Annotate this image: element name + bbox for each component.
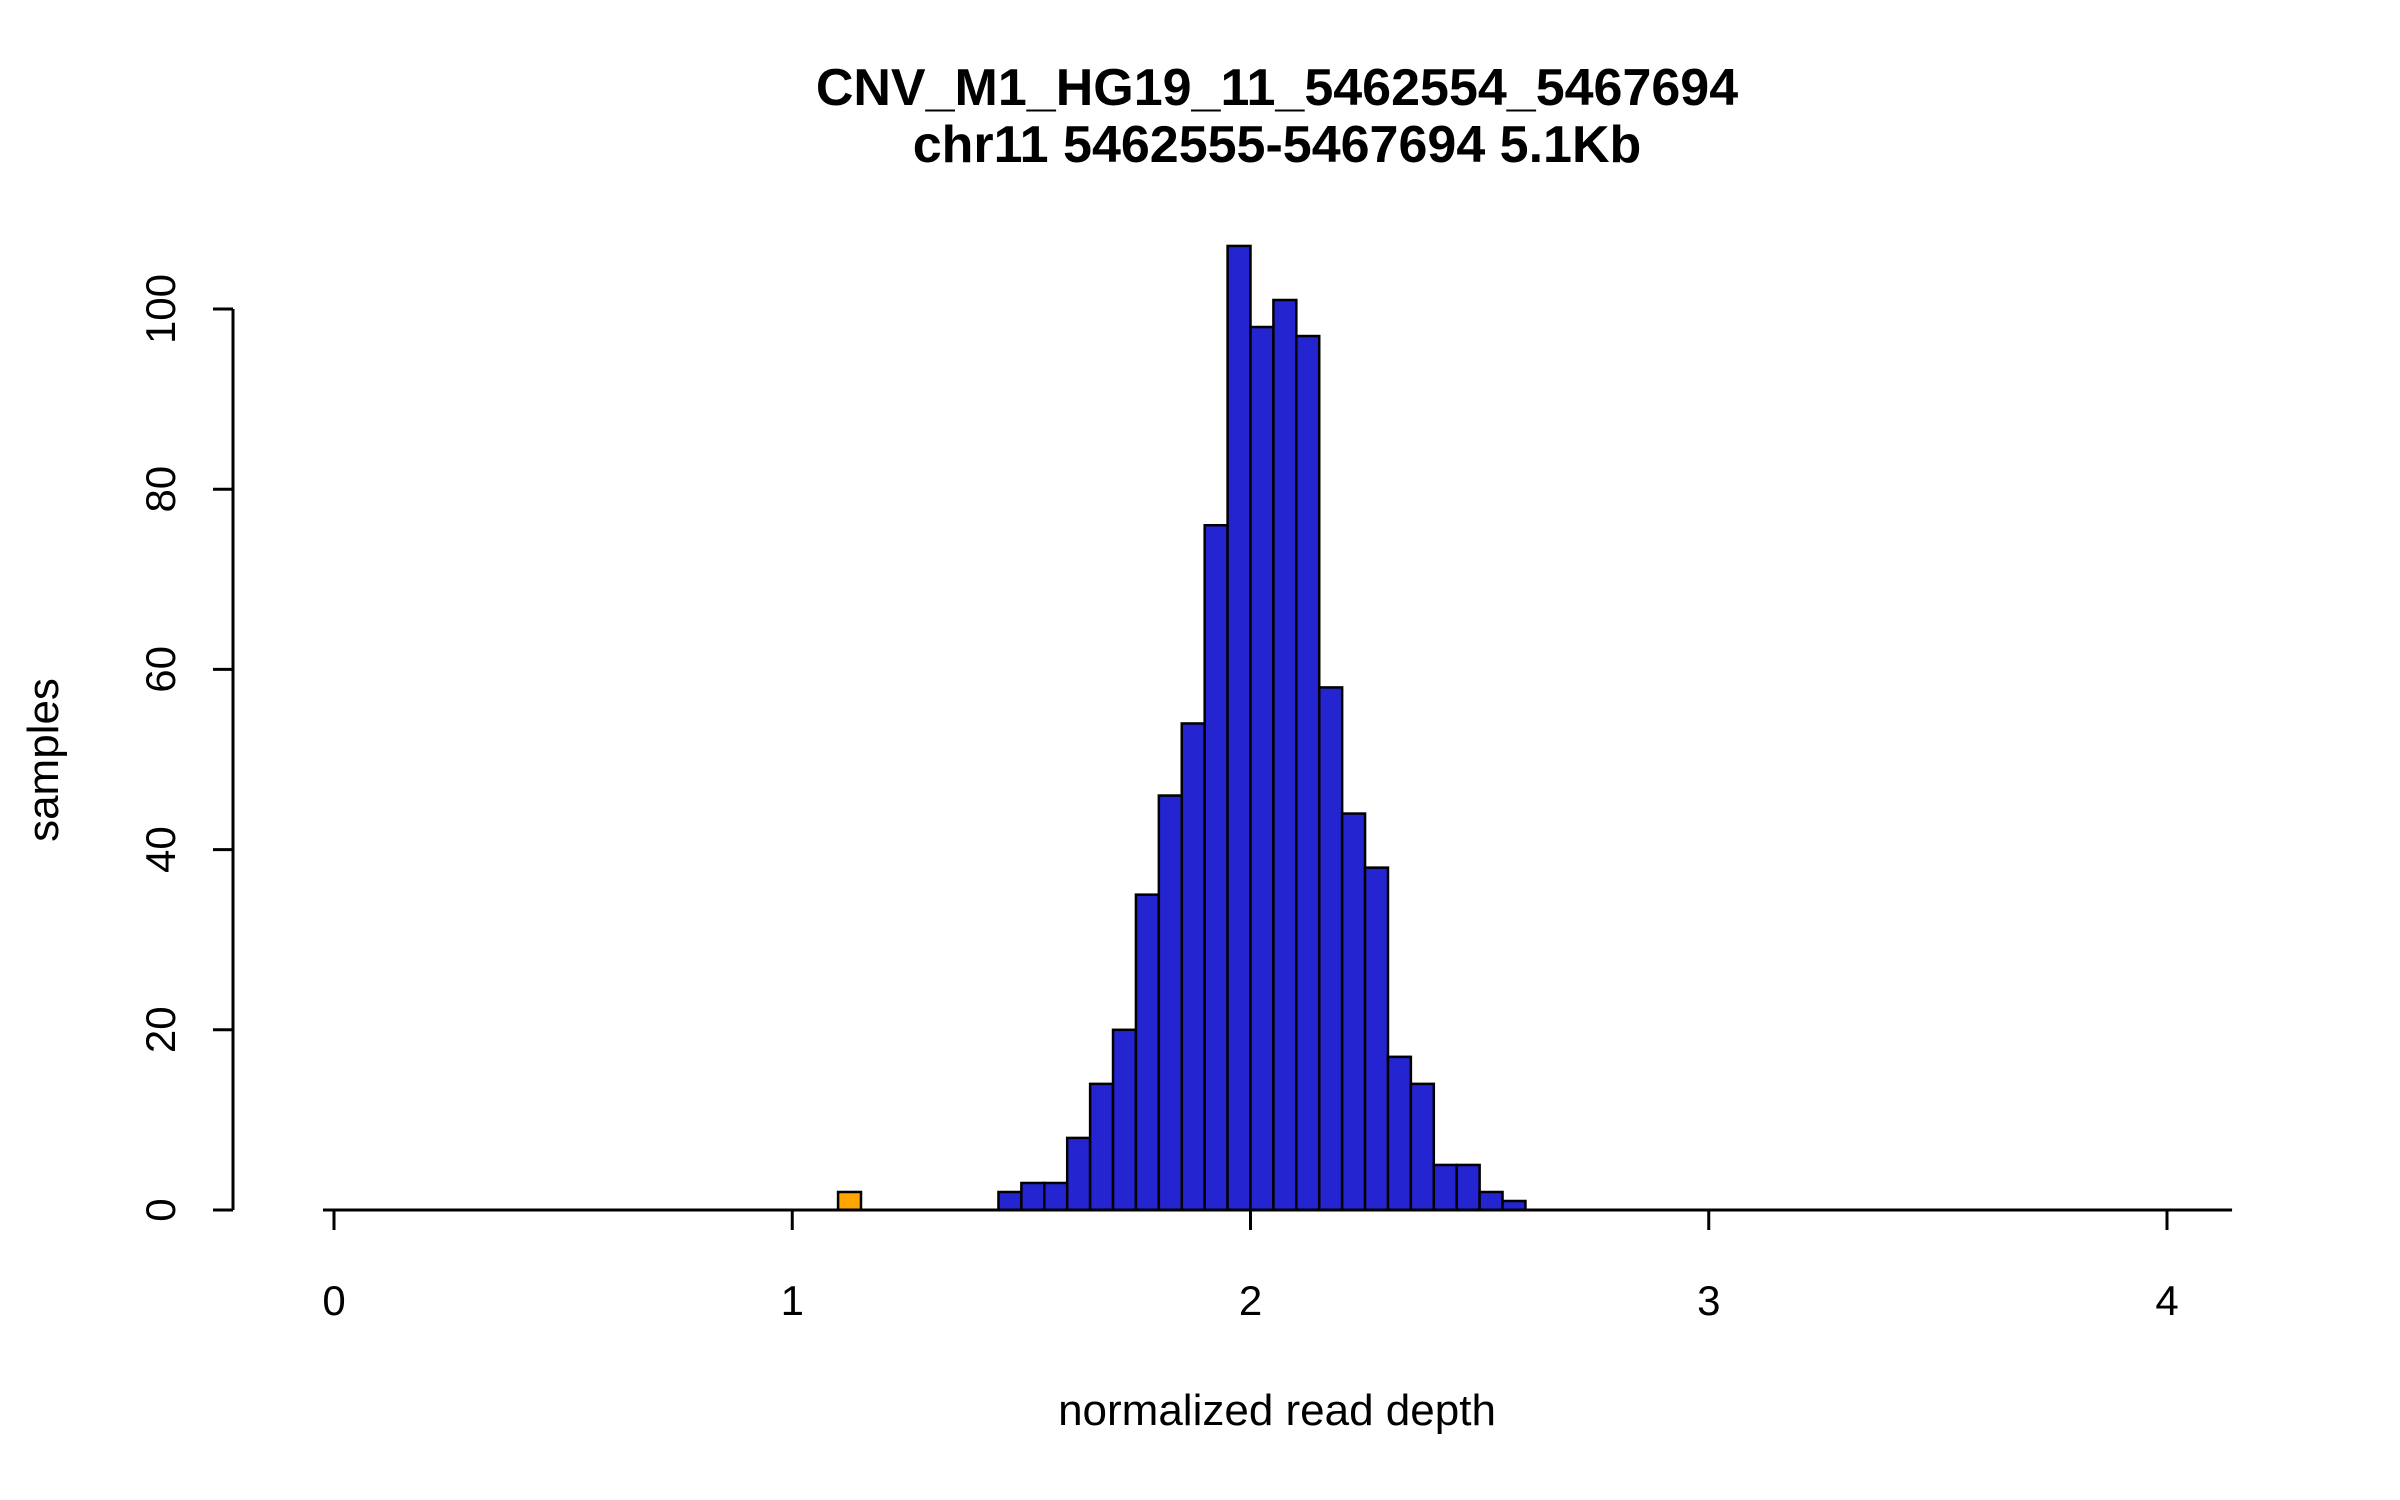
histogram-bar — [1317, 686, 1344, 1212]
histogram-bar — [1340, 812, 1367, 1212]
chart-subtitle: chr11 5462555-5467694 5.1Kb — [913, 116, 1642, 174]
histogram-bar — [1088, 1082, 1115, 1212]
histogram-bar — [997, 1190, 1023, 1212]
x-axis-tick-label: 2 — [1239, 1277, 1262, 1324]
bars-group — [836, 244, 1527, 1212]
histogram-bar — [1455, 1163, 1481, 1212]
histogram-bar — [1386, 1055, 1413, 1212]
histogram-bar-outlier — [836, 1190, 863, 1212]
y-axis-tick-label: 80 — [137, 466, 184, 513]
y-axis: 0 20 40 60 80 100 — [137, 274, 235, 1222]
y-axis-tick-label: 60 — [137, 646, 184, 693]
y-axis-tick-label: 100 — [137, 274, 184, 344]
y-axis-tick-label: 40 — [137, 826, 184, 873]
y-axis-label: samples — [19, 678, 68, 842]
histogram-bar — [1065, 1136, 1092, 1212]
x-axis: 0 1 2 3 4 — [322, 1208, 2233, 1324]
histogram-bar — [1249, 325, 1275, 1212]
x-axis-tick-label: 4 — [2155, 1277, 2178, 1324]
histogram-bar — [1272, 298, 1298, 1212]
histogram-bar — [1295, 334, 1321, 1212]
y-axis-tick-label: 20 — [137, 1006, 184, 1053]
histogram-bar — [1409, 1082, 1436, 1212]
y-axis-tick-label: 0 — [137, 1198, 184, 1221]
histogram-bar — [1020, 1181, 1046, 1212]
histogram-bar — [1478, 1190, 1504, 1212]
histogram-bar — [1043, 1181, 1069, 1212]
histogram-bar — [1111, 1028, 1138, 1212]
histogram-bar — [1180, 722, 1206, 1212]
histogram-bar — [1157, 794, 1184, 1212]
x-axis-tick-label: 3 — [1697, 1277, 1720, 1324]
x-axis-tick-label: 1 — [781, 1277, 804, 1324]
histogram-bar — [1226, 244, 1252, 1212]
chart-title: CNV_M1_HG19_11_5462554_5467694 — [816, 59, 1738, 117]
histogram-bar — [1363, 866, 1390, 1212]
x-axis-label: normalized read depth — [1058, 1386, 1496, 1435]
histogram-bar — [1203, 523, 1229, 1212]
x-axis-tick-label: 0 — [322, 1277, 345, 1324]
histogram-bar — [1432, 1163, 1458, 1212]
histogram-bar — [1134, 893, 1161, 1212]
